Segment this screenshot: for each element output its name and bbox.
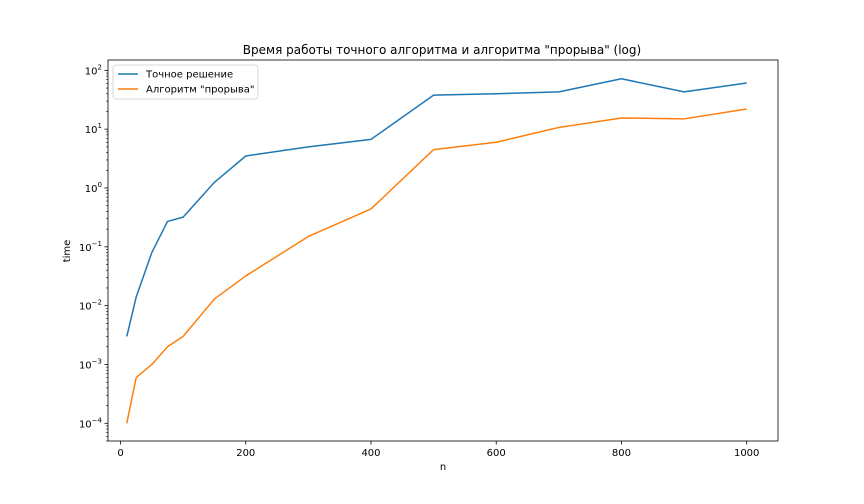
chart-title: Время работы точного алгоритма и алгорит… xyxy=(243,43,641,57)
plot-area xyxy=(108,60,778,441)
series-line-1 xyxy=(126,78,747,337)
legend: Точное решение Алгоритм "прорыва" xyxy=(112,64,259,100)
x-tick-label: 1000 xyxy=(734,448,759,459)
series-layer xyxy=(126,78,747,424)
x-tick-label: 600 xyxy=(487,448,506,459)
y-tick-label: 102 xyxy=(85,63,102,77)
series-line-2 xyxy=(126,108,747,424)
x-axis-label: n xyxy=(440,462,446,473)
x-tick-label: 800 xyxy=(612,448,631,459)
plot-frame xyxy=(107,59,779,442)
axes-layer: 0 200 400 600 800 1000 10−4 10−3 10−2 10−1 100 101 1… xyxy=(79,59,779,459)
y-axis-label: time xyxy=(62,240,73,263)
x-tick-label: 400 xyxy=(361,448,380,459)
y-tick-label: 101 xyxy=(85,122,102,136)
y-tick-label: 10−1 xyxy=(79,240,102,254)
legend-box xyxy=(112,64,259,100)
x-tick-label: 0 xyxy=(117,448,123,459)
x-tick-label: 200 xyxy=(236,448,255,459)
y-tick-label: 100 xyxy=(85,181,102,195)
y-tick-label: 10−3 xyxy=(79,357,102,371)
legend-label-2: Алгоритм "прорыва" xyxy=(146,85,254,96)
legend-label-1: Точное решение xyxy=(145,70,233,81)
y-tick-label: 10−2 xyxy=(79,299,102,313)
y-tick-label: 10−4 xyxy=(79,416,103,430)
